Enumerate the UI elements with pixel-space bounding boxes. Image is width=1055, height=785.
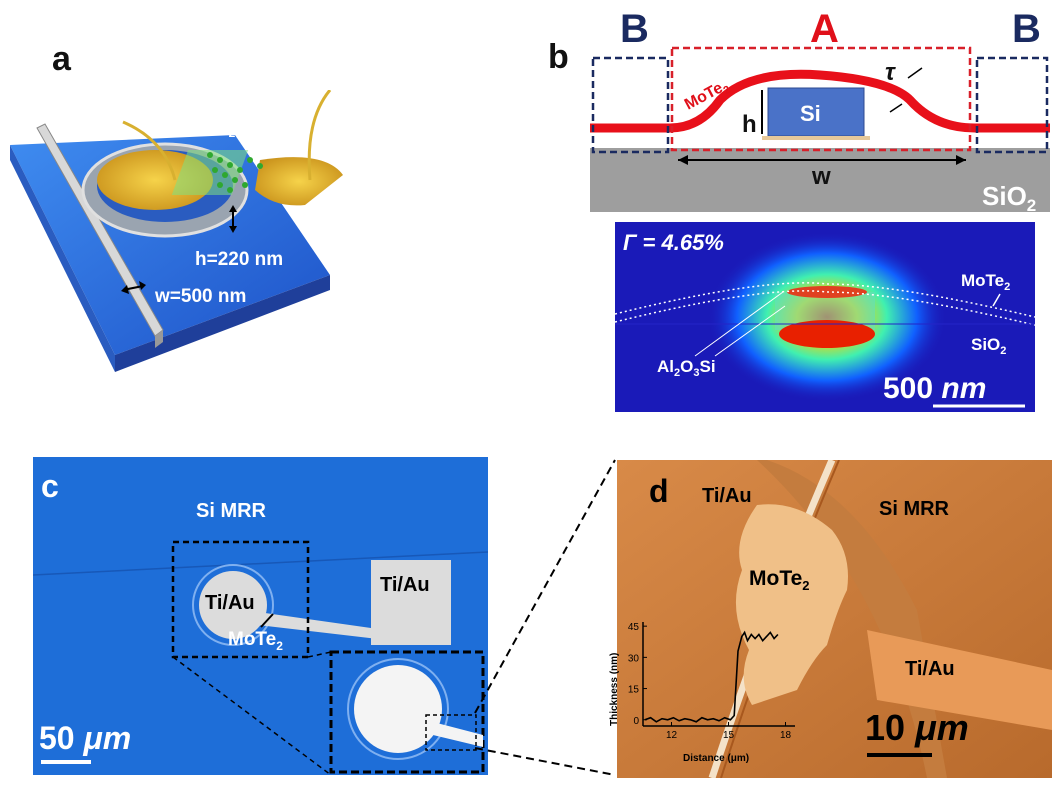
panel-b-cross-section: A B B MoTe2 τ h Si w SiO2 [590, 7, 1050, 215]
panel-c-scale-bar: 50 μm [39, 720, 131, 756]
bus-waveguide-line [33, 551, 488, 576]
contact-bridge [258, 612, 378, 639]
pad-left [199, 571, 267, 639]
panel-a-width-label: w=500 nm [154, 286, 246, 307]
ring-outline [192, 564, 274, 646]
tau-label: τ [885, 59, 896, 86]
region-b-right-box [975, 56, 1049, 154]
region-a-box [670, 46, 972, 152]
mode-mote2-label: MoTe2 [961, 271, 1010, 293]
h-label: h [742, 111, 757, 138]
mote2-film [590, 69, 1050, 133]
profile-x-tick-label: 12 [666, 730, 678, 741]
panel-a-material: MoTe2 [183, 116, 236, 140]
si-label: Si [800, 101, 821, 126]
profile-series-line [644, 630, 779, 723]
panel-c-letter: c [41, 468, 59, 504]
panel-c-mote2: MoTe2 [228, 629, 283, 653]
al2o3-si-label: Al2O3Si [657, 357, 716, 379]
profile-xlabel: Distance (μm) [683, 753, 749, 764]
sio2-substrate [590, 148, 1050, 212]
w-label: w [811, 163, 831, 190]
mode-scale-bar: 500 nm [883, 372, 986, 405]
profile-x-tick-label: 18 [780, 730, 792, 741]
zoom-box-small [171, 540, 310, 659]
region-b-right-label: B [1012, 7, 1041, 51]
confinement-factor: Γ = 4.65% [623, 230, 724, 255]
mote2-flake-afm [735, 504, 848, 705]
region-b-left-label: B [620, 7, 649, 51]
zoom-connectors [474, 459, 616, 776]
panel-d-scale-bar: 10 μm [865, 707, 969, 748]
substrate-front [115, 275, 330, 372]
mode-profile: Γ = 4.65% MoTe2 SiO2 Al2O3Si 500 nm [615, 222, 1035, 412]
wire-left [122, 120, 177, 181]
panel-a-schematic: MoTe2 h=220 nm w=500 nm [10, 90, 343, 372]
region-a-label: A [810, 7, 839, 51]
panel-c-si-mrr: Si MRR [196, 500, 267, 522]
pad-right [371, 560, 451, 645]
wire-right [307, 90, 332, 181]
panel-d-letter: d [649, 473, 669, 509]
sio2-label: SiO2 [982, 181, 1036, 215]
region-b-left-box [591, 56, 670, 154]
profile-x-tick-label: 15 [723, 730, 735, 741]
panel-d-tiau-bottom: Ti/Au [905, 658, 955, 680]
panel-d-tiau-top: Ti/Au [702, 485, 752, 507]
profile-y-tick-label: 15 [628, 685, 640, 696]
thickness-profile-chart: Thickness (nm) Distance (μm) 0 15 30 45 12 15… [609, 622, 795, 764]
substrate-side [10, 145, 115, 372]
panel-c-tiau-left: Ti/Au [205, 592, 255, 614]
panel-d-afm: d Ti/Au Si MRR MoTe2 Ti/Au 10 μm [617, 460, 1052, 778]
panel-d-mote2: MoTe2 [749, 567, 810, 593]
mote2-flake [171, 150, 263, 195]
zoom-box-inner [425, 714, 477, 751]
profile-y-tick-label: 45 [628, 622, 640, 633]
panel-b-label: b [548, 38, 569, 76]
panel-a-height-label: h=220 nm [195, 249, 283, 270]
panel-d-si-mrr: Si MRR [879, 498, 950, 520]
si-waveguide [767, 87, 865, 137]
profile-y-tick-label: 30 [628, 653, 640, 664]
profile-plot-area: 0 15 30 45 12 15 18 [628, 622, 795, 741]
gold-electrode-right [255, 157, 343, 206]
panel-c-micrograph: c Si MRR Ti/Au Ti/Au MoTe2 50 μm [33, 457, 488, 775]
panel-a-label: a [52, 40, 71, 78]
panel-c-tiau-right: Ti/Au [380, 574, 430, 596]
profile-y-tick-label: 0 [633, 716, 639, 727]
profile-ylabel: Thickness (nm) [609, 653, 620, 726]
mode-sio2-label: SiO2 [971, 335, 1006, 357]
tiau-contact [867, 630, 1052, 730]
